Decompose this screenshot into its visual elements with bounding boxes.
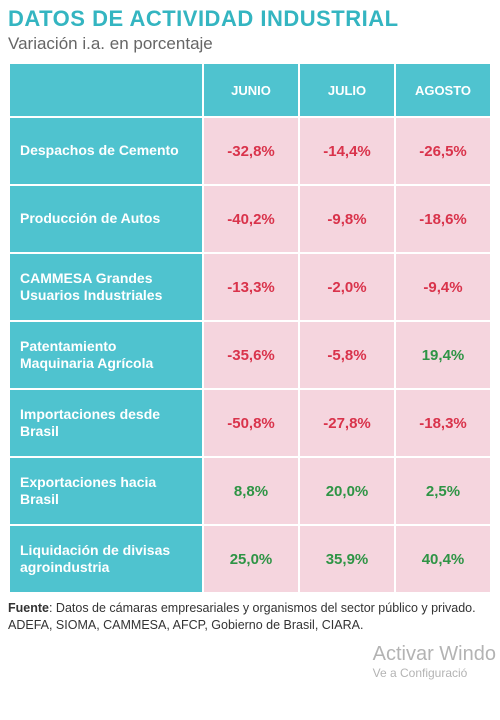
table-body: Despachos de Cemento-32,8%-14,4%-26,5%Pr… bbox=[9, 117, 491, 593]
row-label: CAMMESA Grandes Usuarios Industriales bbox=[9, 253, 203, 321]
row-label: Liquidación de divisas agroindustria bbox=[9, 525, 203, 593]
row-label: Patentamiento Maquinaria Agrícola bbox=[9, 321, 203, 389]
table-row: Producción de Autos-40,2%-9,8%-18,6% bbox=[9, 185, 491, 253]
row-value: 25,0% bbox=[203, 525, 299, 593]
source-note: Fuente: Datos de cámaras empresariales y… bbox=[8, 600, 492, 634]
row-value: -18,6% bbox=[395, 185, 491, 253]
row-value: 20,0% bbox=[299, 457, 395, 525]
table-row: Importaciones desde Brasil-50,8%-27,8%-1… bbox=[9, 389, 491, 457]
row-value: -9,4% bbox=[395, 253, 491, 321]
row-value: -9,8% bbox=[299, 185, 395, 253]
row-value: -32,8% bbox=[203, 117, 299, 185]
row-value: -40,2% bbox=[203, 185, 299, 253]
table-row: Exportaciones hacia Brasil8,8%20,0%2,5% bbox=[9, 457, 491, 525]
row-value: 8,8% bbox=[203, 457, 299, 525]
row-label: Producción de Autos bbox=[9, 185, 203, 253]
row-value: -14,4% bbox=[299, 117, 395, 185]
table-row: Liquidación de divisas agroindustria25,0… bbox=[9, 525, 491, 593]
row-value: 40,4% bbox=[395, 525, 491, 593]
source-label: Fuente bbox=[8, 601, 49, 615]
row-value: -27,8% bbox=[299, 389, 395, 457]
row-value: -13,3% bbox=[203, 253, 299, 321]
table-header: JUNIO JULIO AGOSTO bbox=[9, 63, 491, 117]
row-label: Importaciones desde Brasil bbox=[9, 389, 203, 457]
row-value: -2,0% bbox=[299, 253, 395, 321]
table-header-julio: JULIO bbox=[299, 63, 395, 117]
watermark-line2: Ve a Configuració bbox=[373, 666, 496, 680]
row-value: -18,3% bbox=[395, 389, 491, 457]
table-header-agosto: AGOSTO bbox=[395, 63, 491, 117]
table-row: Despachos de Cemento-32,8%-14,4%-26,5% bbox=[9, 117, 491, 185]
table-header-blank bbox=[9, 63, 203, 117]
row-label: Exportaciones hacia Brasil bbox=[9, 457, 203, 525]
row-value: 19,4% bbox=[395, 321, 491, 389]
table-row: Patentamiento Maquinaria Agrícola-35,6%-… bbox=[9, 321, 491, 389]
row-label: Despachos de Cemento bbox=[9, 117, 203, 185]
page-subtitle: Variación i.a. en porcentaje bbox=[8, 34, 492, 54]
table-header-junio: JUNIO bbox=[203, 63, 299, 117]
page-root: DATOS DE ACTIVIDAD INDUSTRIAL Variación … bbox=[0, 0, 500, 634]
row-value: -35,6% bbox=[203, 321, 299, 389]
table-row: CAMMESA Grandes Usuarios Industriales-13… bbox=[9, 253, 491, 321]
source-text: : Datos de cámaras empresariales y organ… bbox=[8, 601, 476, 632]
page-title: DATOS DE ACTIVIDAD INDUSTRIAL bbox=[8, 6, 492, 32]
windows-activation-watermark: Activar Windo Ve a Configuració bbox=[373, 643, 496, 680]
watermark-line1: Activar Windo bbox=[373, 643, 496, 666]
industrial-activity-table: JUNIO JULIO AGOSTO Despachos de Cemento-… bbox=[8, 62, 492, 594]
row-value: -50,8% bbox=[203, 389, 299, 457]
row-value: -26,5% bbox=[395, 117, 491, 185]
row-value: 35,9% bbox=[299, 525, 395, 593]
row-value: -5,8% bbox=[299, 321, 395, 389]
row-value: 2,5% bbox=[395, 457, 491, 525]
